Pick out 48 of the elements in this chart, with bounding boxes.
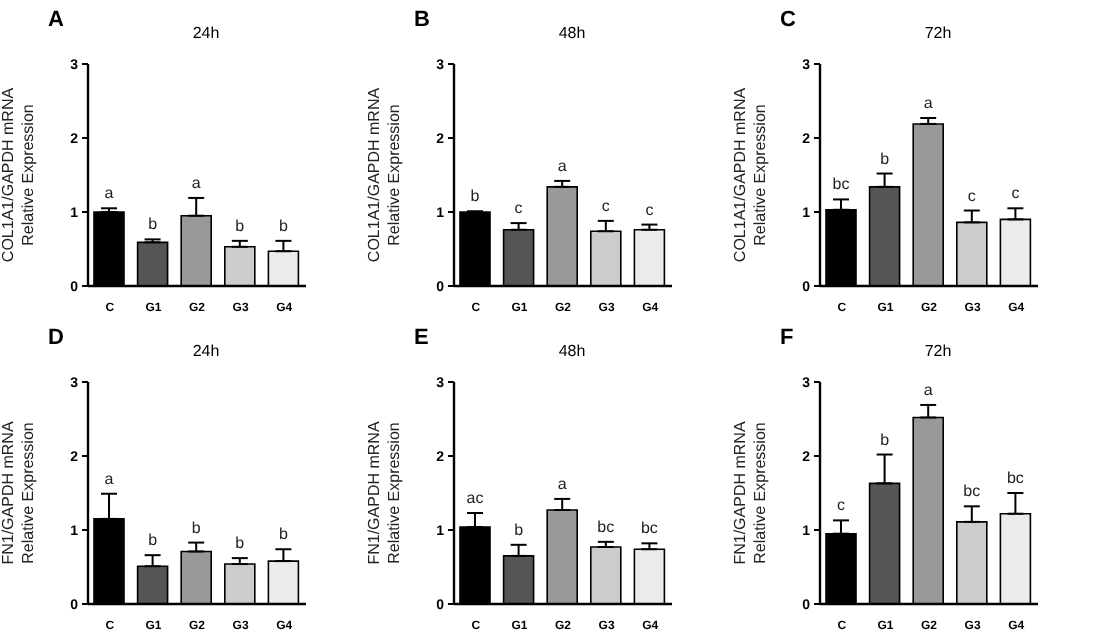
chart-title: D — [48, 326, 64, 350]
data-label: b — [880, 149, 891, 168]
chart-subtitle: 72h — [922, 24, 954, 42]
data-label: b — [514, 520, 525, 539]
data-label: a — [104, 184, 115, 203]
data-label: bc — [963, 482, 981, 501]
data-label: a — [557, 474, 568, 493]
data-label: b — [191, 518, 202, 537]
data-label: c — [645, 200, 654, 219]
chart-subtitle: 48h — [556, 342, 588, 360]
data-label: bc — [597, 517, 615, 536]
data-label: a — [923, 380, 934, 399]
chart-title: F — [780, 326, 794, 350]
y-axis-title: COL1A1/GAPDH mRNA Relative Expression — [731, 86, 769, 263]
y-axis-title: FN1/GAPDH mRNA Relative Expression — [365, 420, 403, 565]
data-label: bc — [832, 175, 850, 194]
chart-title: A — [48, 8, 64, 32]
data-label: ac — [466, 488, 484, 507]
data-label: bc — [640, 519, 658, 538]
chart-title: B — [414, 8, 430, 32]
data-label: b — [278, 525, 289, 544]
data-label: b — [278, 216, 289, 235]
data-label: b — [148, 215, 159, 234]
data-label: a — [923, 94, 934, 113]
chart-subtitle: 48h — [556, 24, 588, 42]
data-label: b — [470, 187, 481, 206]
y-axis-title: FN1/GAPDH mRNA Relative Expression — [731, 420, 769, 565]
data-label: a — [191, 173, 202, 192]
chart-title: C — [780, 8, 796, 32]
chart-subtitle: 24h — [190, 342, 222, 360]
data-label: bc — [1006, 469, 1024, 487]
data-label: c — [1011, 184, 1020, 203]
y-axis-title: COL1A1/GAPDH mRNA Relative Expression — [365, 86, 403, 263]
data-label: b — [880, 430, 891, 449]
data-label: b — [148, 531, 159, 550]
data-label: a — [104, 469, 115, 488]
chart-subtitle: 72h — [922, 342, 954, 360]
chart-title: E — [414, 326, 429, 350]
data-label: c — [601, 196, 610, 215]
data-label: a — [557, 156, 568, 175]
y-axis-title: FN1/GAPDH mRNA Relative Expression — [0, 420, 37, 565]
data-label: c — [837, 496, 845, 515]
data-label: b — [235, 216, 246, 235]
data-label: c — [514, 199, 523, 218]
data-label: c — [967, 186, 976, 205]
chart-subtitle: 24h — [190, 24, 222, 42]
data-label: b — [235, 534, 246, 553]
y-axis-title: COL1A1/GAPDH mRNA Relative Expression — [0, 86, 37, 263]
